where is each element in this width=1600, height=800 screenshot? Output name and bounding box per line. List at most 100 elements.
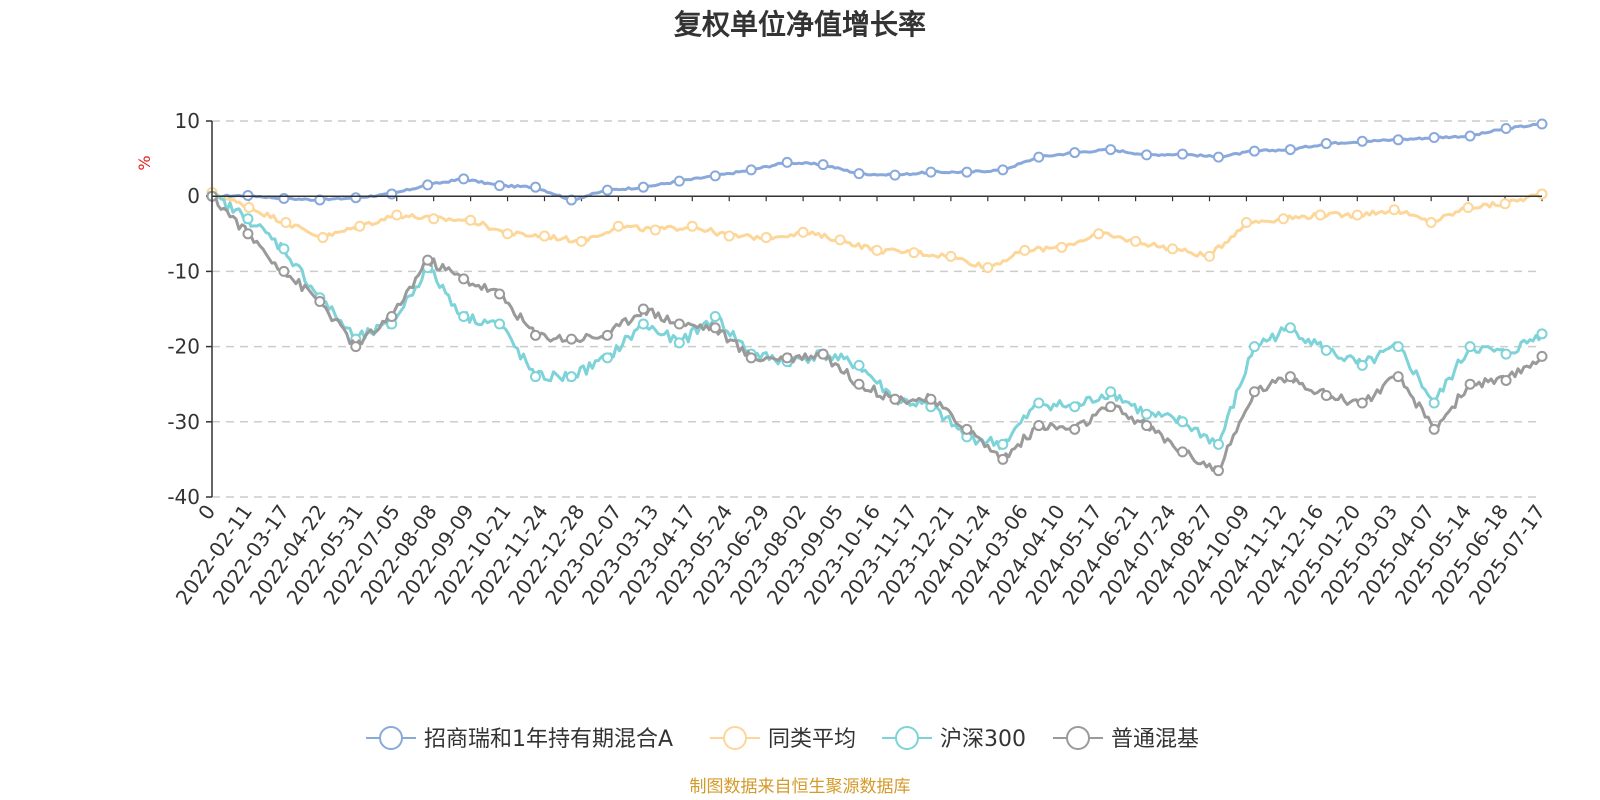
data-point <box>723 230 735 242</box>
data-point <box>386 188 398 200</box>
data-point <box>908 247 920 259</box>
y-tick-label: -40 <box>167 485 200 509</box>
data-point <box>945 250 957 262</box>
y-axis-ticks: 10 0 -10 -20 -30 -40 <box>167 109 212 509</box>
data-point <box>997 438 1009 450</box>
data-point <box>1425 217 1437 229</box>
data-point <box>354 220 366 232</box>
data-point <box>1033 397 1045 409</box>
data-point <box>458 311 470 323</box>
data-point <box>1177 446 1189 458</box>
data-point <box>565 333 577 345</box>
data-point <box>1464 130 1476 142</box>
data-point <box>1105 401 1117 413</box>
data-point <box>391 209 403 221</box>
data-point <box>1105 144 1117 156</box>
data-point <box>1212 465 1224 477</box>
data-point <box>242 228 254 240</box>
series-line <box>211 193 1544 473</box>
data-point <box>1314 209 1326 221</box>
data-point <box>1428 132 1440 144</box>
data-point <box>1356 397 1368 409</box>
data-point <box>1536 118 1548 130</box>
data-point <box>1093 228 1105 240</box>
data-point <box>889 169 901 181</box>
x-axis-ticks: 02022-02-112022-03-172022-04-222022-05-3… <box>171 196 1550 609</box>
data-point <box>781 156 793 168</box>
data-point <box>601 352 613 364</box>
data-point <box>1248 386 1260 398</box>
data-point <box>1248 341 1260 353</box>
data-point <box>853 378 865 390</box>
data-point <box>997 453 1009 465</box>
data-point <box>1392 341 1404 353</box>
data-point <box>1105 386 1117 398</box>
data-point <box>997 164 1009 176</box>
data-point <box>982 262 994 274</box>
data-point <box>242 189 254 201</box>
data-point <box>1320 389 1332 401</box>
series-line <box>211 190 1543 270</box>
data-point <box>1177 416 1189 428</box>
data-point <box>709 311 721 323</box>
data-point <box>1428 397 1440 409</box>
data-point <box>1069 147 1081 159</box>
data-point <box>458 173 470 185</box>
data-point <box>1019 244 1031 256</box>
data-point <box>686 220 698 232</box>
data-point <box>781 352 793 364</box>
data-point <box>1388 204 1400 216</box>
series-line <box>210 191 1544 450</box>
data-point <box>1248 145 1260 157</box>
legend-label: 招商瑞和1年持有期混合A <box>424 727 673 752</box>
data-point <box>242 213 254 225</box>
data-point <box>1177 148 1189 160</box>
data-point <box>745 164 757 176</box>
data-point <box>925 166 937 178</box>
data-point <box>1320 344 1332 356</box>
data-point <box>1351 209 1363 221</box>
data-point <box>494 288 506 300</box>
data-point <box>530 329 542 341</box>
data-point <box>278 192 290 204</box>
data-point <box>961 166 973 178</box>
data-point <box>871 244 883 256</box>
legend-label: 同类平均 <box>768 727 856 752</box>
data-point <box>494 318 506 330</box>
data-point <box>1141 420 1153 432</box>
data-point <box>673 318 685 330</box>
data-point <box>889 393 901 405</box>
legend-marker <box>723 726 747 750</box>
data-point <box>317 232 329 244</box>
data-point <box>745 352 757 364</box>
data-point <box>1033 151 1045 163</box>
data-point <box>817 348 829 360</box>
data-point <box>1167 243 1179 255</box>
data-point <box>565 371 577 383</box>
data-point <box>797 226 809 238</box>
data-point <box>278 243 290 255</box>
data-point <box>1240 217 1252 229</box>
data-point <box>458 273 470 285</box>
data-point <box>1069 401 1081 413</box>
data-point <box>1500 123 1512 135</box>
data-point <box>817 159 829 171</box>
data-point <box>1356 135 1368 147</box>
data-point <box>422 254 434 266</box>
data-point <box>530 371 542 383</box>
data-point <box>760 232 772 244</box>
data-point <box>637 318 649 330</box>
legend-marker <box>379 726 403 750</box>
data-point <box>465 214 477 226</box>
data-point <box>1500 374 1512 386</box>
data-point <box>350 192 362 204</box>
data-point <box>1033 420 1045 432</box>
data-point <box>1212 438 1224 450</box>
legend: 招商瑞和1年持有期混合A 同类平均 沪深300 普通混基 <box>366 726 1199 752</box>
legend-label: 沪深300 <box>940 727 1026 752</box>
data-point <box>1212 151 1224 163</box>
chart-title: 复权单位净值增长率 <box>674 8 926 41</box>
series-line <box>211 122 1543 203</box>
data-point <box>280 217 292 229</box>
